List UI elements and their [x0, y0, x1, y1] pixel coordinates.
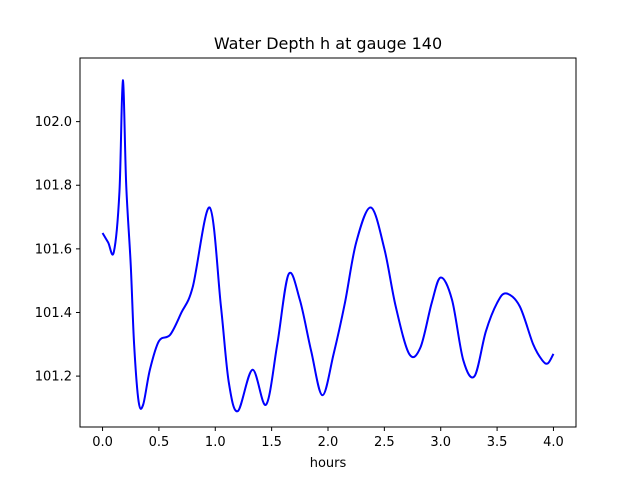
x-tick-label: 2.5 — [374, 435, 395, 450]
x-tick-label: 0.5 — [149, 435, 170, 450]
chart-title: Water Depth h at gauge 140 — [214, 34, 442, 53]
y-tick-label: 101.2 — [35, 370, 72, 385]
x-tick-label: 2.0 — [318, 435, 339, 450]
x-tick-label: 3.0 — [430, 435, 451, 450]
x-axis-label: hours — [310, 456, 347, 471]
x-tick-label: 0.0 — [92, 435, 113, 450]
y-tick-label: 102.0 — [35, 115, 72, 130]
axes-frame — [79, 57, 577, 428]
y-tick-label: 101.4 — [35, 306, 72, 321]
plot-area: 0.0 0.5 1.0 1.5 2.0 2.5 3.0 3.5 4.0 101.2 101.4 101… — [35, 57, 577, 450]
x-tick-label: 4.0 — [543, 435, 564, 450]
y-tick-label: 101.8 — [35, 179, 72, 194]
x-tick-label: 1.0 — [205, 435, 226, 450]
series-line-0 — [101, 79, 555, 413]
x-tick-label: 1.5 — [261, 435, 282, 450]
y-tick-label: 101.6 — [35, 242, 72, 257]
x-tick-label: 3.5 — [487, 435, 508, 450]
